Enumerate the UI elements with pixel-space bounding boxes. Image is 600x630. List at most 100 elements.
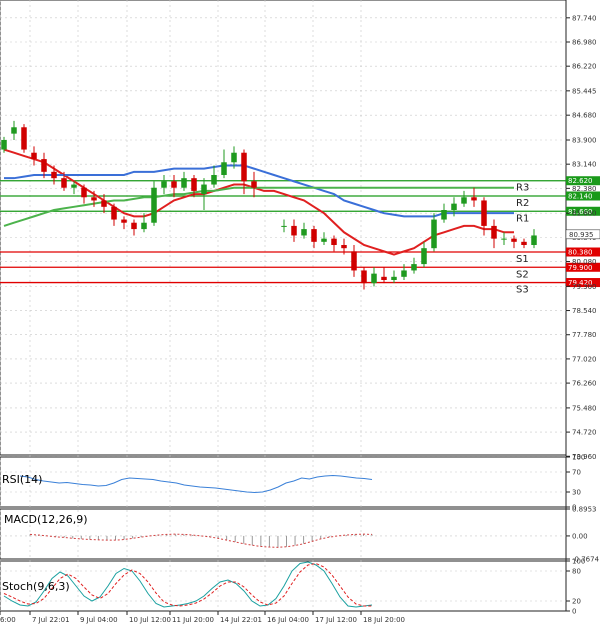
candle-bear — [511, 238, 517, 242]
grid — [0, 0, 566, 611]
candle-bull — [181, 178, 187, 188]
candle-bull — [211, 175, 217, 185]
rsi-tick-label: 100 — [572, 454, 585, 462]
candle-bull — [281, 225, 287, 227]
candle-bear — [471, 197, 477, 201]
rsi-tick-label: 70 — [572, 469, 581, 477]
ma-fast-line — [3, 148, 514, 256]
macd-tick-label: -0.7674 — [572, 556, 600, 564]
candle-bear — [91, 197, 97, 201]
candle-bull — [11, 127, 17, 134]
candle-bear — [251, 181, 257, 188]
level-name-s1: S1 — [516, 254, 529, 265]
level-name-r3: R3 — [516, 183, 529, 194]
candle-bear — [361, 270, 367, 284]
time-tick-label: 6:00 — [0, 616, 16, 624]
time-tick-label: 11 Jul 20:00 — [172, 616, 214, 624]
last-price-badge — [565, 229, 600, 240]
candle-bear — [351, 251, 357, 271]
candle-bear — [491, 225, 497, 239]
candle-bear — [241, 152, 247, 182]
candle-bear — [121, 219, 127, 223]
rsi-tick-label: 30 — [572, 489, 581, 497]
candle-bull — [441, 210, 447, 220]
candle-bull — [531, 235, 537, 245]
candle-bull — [1, 140, 7, 150]
axes: 87.740 86.980 86.220 85.445 84.680 83.900 83.1… — [0, 14, 600, 624]
level-badge-text: 79.420 — [568, 279, 593, 287]
candle-bear — [51, 171, 57, 179]
time-tick-label: 9 Jul 04:00 — [80, 616, 118, 624]
rsi-tick-label: 0 — [572, 504, 576, 512]
candle-bear — [101, 200, 107, 207]
stoch-d-line — [3, 562, 372, 607]
level-badge-r2 — [566, 191, 600, 201]
macd-signal-line — [29, 533, 373, 548]
price-tick-label: 84.680 — [572, 112, 597, 120]
time-tick-label: 7 Jul 22:01 — [32, 616, 70, 624]
price-tick-label: 79.300 — [572, 283, 597, 291]
level-badge-text: 82.140 — [568, 193, 593, 201]
time-tick-label: 18 Jul 20:00 — [363, 616, 405, 624]
level-name-r1: R1 — [516, 213, 529, 224]
level-name-s2: S2 — [516, 269, 529, 280]
candle-bear — [291, 225, 297, 236]
rsi-title: RSI(14) — [2, 473, 42, 486]
candle-bear — [81, 187, 87, 198]
ma-slow-line — [3, 186, 514, 227]
candle-bear — [521, 241, 527, 245]
stoch-tick-label: 100 — [572, 558, 585, 566]
candle-bull — [501, 238, 507, 240]
candle-bear — [31, 152, 37, 160]
time-tick-label: 17 Jul 12:00 — [315, 616, 357, 624]
stoch-tick-label: 80 — [572, 568, 581, 576]
macd-tick-label: 0.00 — [572, 532, 588, 540]
candlesticks — [1, 120, 537, 290]
candle-bull — [321, 238, 327, 242]
candle-bear — [111, 206, 117, 220]
candle-bear — [171, 181, 177, 188]
price-tick-label: 87.740 — [572, 14, 597, 22]
candle-bull — [151, 187, 157, 223]
indicator-panes — [0, 471, 566, 608]
price-tick-label: 85.445 — [572, 87, 597, 95]
candle-bull — [231, 152, 237, 163]
time-tick-label: 14 Jul 22:01 — [220, 616, 262, 624]
stoch-k-line — [3, 561, 373, 608]
macd-tick-label: 0.8953 — [572, 506, 597, 514]
price-tick-label: 77.780 — [572, 331, 597, 339]
macd-title: MACD(12,26,9) — [4, 513, 88, 526]
candle-bull — [371, 273, 377, 284]
level-badge-r1 — [566, 206, 600, 216]
stoch-tick-label: 0 — [572, 608, 576, 616]
candle-bear — [21, 127, 27, 150]
level-name-s3: S3 — [516, 285, 529, 296]
level-badge-text: 79.900 — [568, 264, 593, 272]
last-price-text: 80.935 — [569, 231, 594, 239]
candle-bear — [131, 222, 137, 230]
candle-bear — [481, 200, 487, 226]
candle-bull — [71, 184, 77, 188]
candle-bull — [301, 229, 307, 236]
candle-bull — [421, 248, 427, 265]
candle-bear — [341, 245, 347, 249]
candle-bear — [331, 238, 337, 245]
ma-mid-line — [4, 164, 514, 218]
candle-bear — [61, 178, 67, 188]
candle-bull — [201, 184, 207, 195]
price-tick-label: 77.020 — [572, 355, 597, 363]
price-tick-label: 78.540 — [572, 307, 597, 315]
price-tick-label: 76.260 — [572, 380, 597, 388]
price-tick-label: 82.380 — [572, 185, 597, 193]
time-tick-label: 10 Jul 12:00 — [129, 616, 171, 624]
candle-bull — [141, 222, 147, 230]
price-tick-label: 86.980 — [572, 39, 597, 47]
moving-averages — [3, 148, 514, 256]
price-tick-label: 81.600 — [572, 210, 597, 218]
candle-bear — [381, 276, 387, 280]
price-tick-label: 86.220 — [572, 63, 597, 71]
stoch-title: Stoch(9,6,3) — [2, 580, 70, 593]
candle-bear — [311, 229, 317, 242]
